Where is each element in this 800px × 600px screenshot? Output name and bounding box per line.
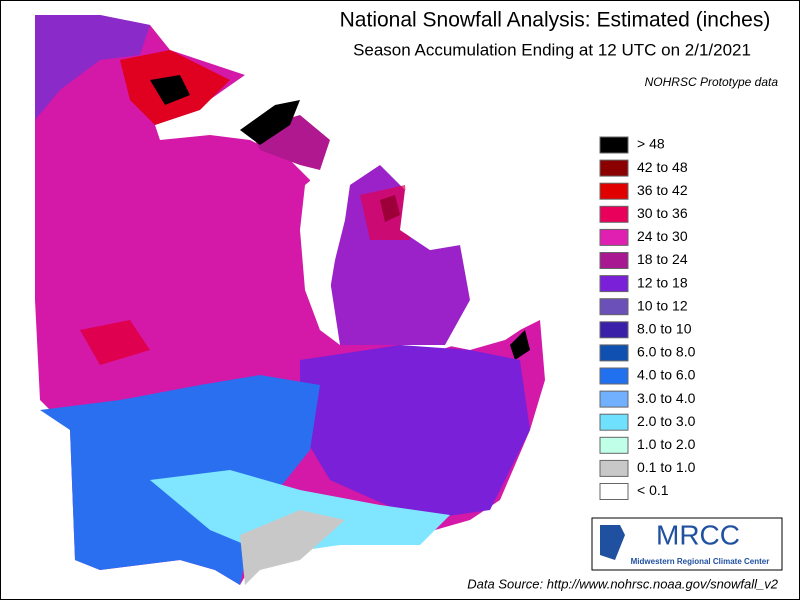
logo-name: MRCC <box>656 519 740 550</box>
legend-label: > 48 <box>637 136 665 152</box>
logo-box <box>591 517 783 571</box>
legend-label: 10 to 12 <box>637 297 688 313</box>
legend-label: 2.0 to 3.0 <box>637 413 696 429</box>
michigan-ring <box>360 185 410 240</box>
legend-swatch <box>599 205 629 223</box>
legend-swatch <box>599 298 629 316</box>
legend: > 48 42 to 48 36 to 42 30 to 36 24 to 30 18 t… <box>599 136 696 500</box>
legend-swatch <box>599 159 629 177</box>
lake-huron <box>400 185 480 260</box>
logo: MRCC Midwestern Regional Climate Center <box>591 517 783 571</box>
legend-label: 36 to 42 <box>637 182 688 198</box>
map <box>35 15 545 585</box>
source: Data Source: http://www.nohrsc.noaa.gov/… <box>467 576 778 591</box>
iowa-red <box>80 320 150 365</box>
note: NOHRSC Prototype data <box>645 75 779 89</box>
lake-michigan <box>300 165 345 340</box>
legend-label: 1.0 to 2.0 <box>637 436 696 452</box>
legend-swatch <box>599 228 629 246</box>
legend-label: 18 to 24 <box>637 251 688 267</box>
legend-swatch <box>599 182 629 200</box>
legend-label: 24 to 30 <box>637 228 688 244</box>
legend-swatch <box>599 436 629 454</box>
title: National Snowfall Analysis: Estimated (i… <box>340 9 771 32</box>
legend-swatch <box>599 344 629 362</box>
subtitle: Season Accumulation Ending at 12 UTC on … <box>353 40 751 59</box>
legend-swatch <box>599 390 629 408</box>
legend-swatch <box>599 459 629 477</box>
legend-label: 3.0 to 4.0 <box>637 390 696 406</box>
south-gray <box>240 510 345 585</box>
legend-swatch <box>599 321 629 339</box>
legend-label: < 0.1 <box>637 482 669 498</box>
central-purple <box>300 345 530 520</box>
legend-label: 12 to 18 <box>637 274 688 290</box>
logo-full-name: Midwestern Regional Climate Center <box>631 557 770 566</box>
legend-swatch <box>599 136 629 154</box>
logo-map <box>600 525 625 560</box>
legend-label: 42 to 48 <box>637 159 688 175</box>
legend-label: 8.0 to 10 <box>637 321 692 337</box>
legend-label: 30 to 36 <box>637 205 688 221</box>
keweenaw <box>240 100 300 145</box>
legend-label: 0.1 to 1.0 <box>637 459 696 475</box>
legend-swatch <box>599 367 629 385</box>
erie-snow <box>510 330 530 360</box>
legend-swatch <box>599 413 629 431</box>
legend-swatch <box>599 483 629 500</box>
minnesota-north <box>35 15 150 120</box>
legend-swatch <box>599 252 629 269</box>
legend-label: 4.0 to 6.0 <box>637 367 696 383</box>
legend-label: 6.0 to 8.0 <box>637 344 696 360</box>
legend-swatch <box>599 275 629 293</box>
lake-erie <box>445 330 520 350</box>
superior-black <box>150 75 190 105</box>
